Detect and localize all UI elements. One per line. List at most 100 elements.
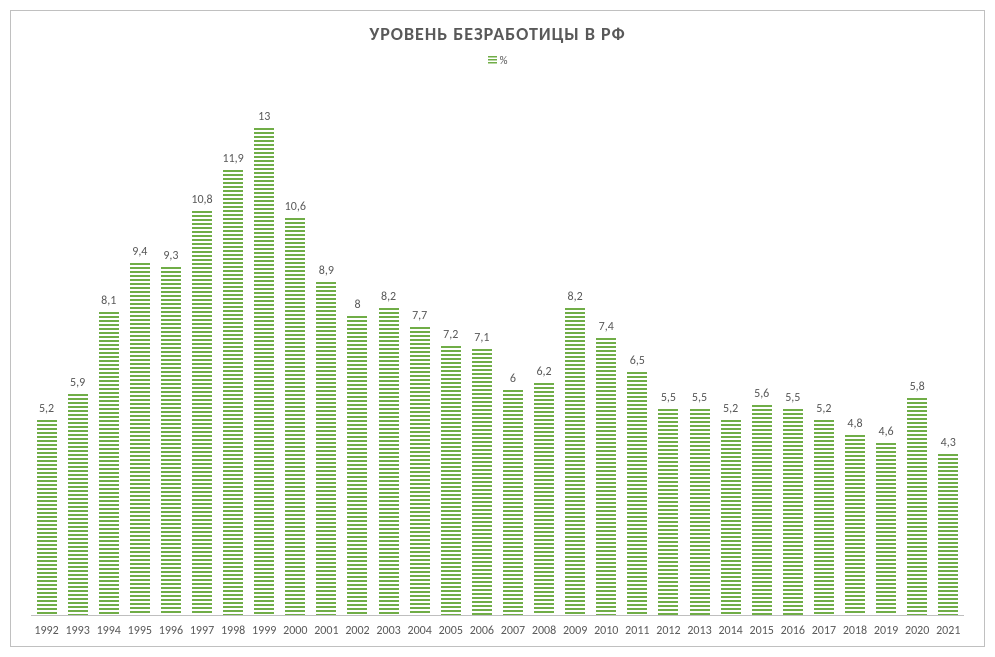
bar-value-label: 13 [258, 110, 270, 124]
x-axis-label: 2013 [684, 624, 715, 638]
bar [814, 420, 834, 615]
bar-value-label: 5,6 [754, 387, 769, 401]
x-axis-label: 2015 [746, 624, 777, 638]
bar-value-label: 7,1 [474, 331, 489, 345]
bar [938, 454, 958, 615]
bar-slot: 4,8 [839, 91, 870, 615]
bar-slot: 6,2 [529, 91, 560, 615]
x-axis-label: 1997 [186, 624, 217, 638]
x-axis-label: 2003 [373, 624, 404, 638]
bar [316, 282, 336, 615]
x-axis-label: 2014 [715, 624, 746, 638]
bar [347, 316, 367, 615]
bar [565, 308, 585, 615]
x-axis-label: 2020 [902, 624, 933, 638]
bar [223, 170, 243, 615]
bar-value-label: 10,6 [285, 200, 306, 214]
x-axis-label: 2019 [871, 624, 902, 638]
bar-value-label: 8,9 [319, 264, 334, 278]
bar [130, 263, 150, 615]
x-axis-labels: 1992199319941995199619971998199920002001… [31, 624, 964, 638]
bar-slot: 5,5 [684, 91, 715, 615]
x-axis-label: 2008 [529, 624, 560, 638]
legend-label: % [500, 54, 508, 67]
bar-value-label: 4,3 [941, 436, 956, 450]
bar-value-label: 9,4 [132, 245, 147, 259]
bar [596, 338, 616, 615]
x-axis-label: 2000 [280, 624, 311, 638]
bar-value-label: 4,6 [878, 425, 893, 439]
chart-legend: % [11, 53, 984, 67]
bar-value-label: 10,8 [191, 193, 212, 207]
bar [627, 372, 647, 615]
bar [845, 435, 865, 615]
bar-slot: 9,4 [124, 91, 155, 615]
bar-value-label: 5,5 [785, 391, 800, 405]
bar-slot: 11,9 [218, 91, 249, 615]
bar [99, 312, 119, 615]
bar-value-label: 7,2 [443, 328, 458, 342]
bar-slot: 8,1 [93, 91, 124, 615]
bar [472, 349, 492, 615]
legend-swatch [488, 56, 497, 65]
bar [658, 409, 678, 615]
bar-value-label: 5,5 [661, 391, 676, 405]
bar-value-label: 5,8 [910, 380, 925, 394]
x-axis-label: 1996 [155, 624, 186, 638]
bars-row: 5,2 5,98,1 9,4 9,3 10,8 11,9 13 10,6 8,9 8 8,2 7,7 7… [31, 91, 964, 615]
x-axis-label: 2001 [311, 624, 342, 638]
bar-value-label: 5,2 [39, 402, 54, 416]
bar-value-label: 5,2 [816, 402, 831, 416]
bar [161, 267, 181, 615]
x-axis-label: 1992 [31, 624, 62, 638]
bar-slot: 6,5 [622, 91, 653, 615]
bar [752, 405, 772, 615]
bar [379, 308, 399, 615]
bar-slot: 4,3 [933, 91, 964, 615]
bar [534, 383, 554, 615]
chart-title: УРОВЕНЬ БЕЗРАБОТИЦЫ В РФ [11, 23, 984, 45]
bar-value-label: 5,5 [692, 391, 707, 405]
bar-slot: 7,4 [591, 91, 622, 615]
x-axis-label: 1999 [249, 624, 280, 638]
bar [285, 218, 305, 615]
bar-slot: 7,2 [435, 91, 466, 615]
chart-container: УРОВЕНЬ БЕЗРАБОТИЦЫ В РФ % 5,2 5,98,1 9,4 9… [10, 10, 985, 647]
bar-slot: 7,7 [404, 91, 435, 615]
plot-area: 5,2 5,98,1 9,4 9,3 10,8 11,9 13 10,6 8,9 8 8,2 7,7 7… [31, 91, 964, 616]
bar-slot: 4,6 [871, 91, 902, 615]
bar-slot: 5,9 [62, 91, 93, 615]
x-axis-label: 1998 [218, 624, 249, 638]
bar [441, 346, 461, 615]
x-axis-label: 2011 [622, 624, 653, 638]
bar-slot: 5,2 [31, 91, 62, 615]
bar-value-label: 6,2 [536, 365, 551, 379]
bar-slot: 10,6 [280, 91, 311, 615]
x-axis-label: 2016 [777, 624, 808, 638]
bar-value-label: 5,2 [723, 402, 738, 416]
bar [410, 327, 430, 615]
bar-slot: 5,6 [746, 91, 777, 615]
bar-slot: 8,9 [311, 91, 342, 615]
bar-value-label: 8,2 [381, 290, 396, 304]
bar [37, 420, 57, 615]
bar-value-label: 6,5 [630, 354, 645, 368]
x-axis-label: 2012 [653, 624, 684, 638]
x-axis-label: 2002 [342, 624, 373, 638]
bar-value-label: 9,3 [163, 249, 178, 263]
bar-slot: 10,8 [186, 91, 217, 615]
bar [254, 128, 274, 615]
bar-slot: 5,2 [715, 91, 746, 615]
bar [876, 443, 896, 615]
bar-slot: 5,5 [777, 91, 808, 615]
bar-slot: 7,1 [466, 91, 497, 615]
bar-slot: 5,5 [653, 91, 684, 615]
x-axis-label: 2005 [435, 624, 466, 638]
bar-value-label: 7,7 [412, 309, 427, 323]
bar-value-label: 11,9 [222, 152, 243, 166]
bar-value-label: 6 [510, 372, 516, 386]
bar-value-label: 8,2 [568, 290, 583, 304]
x-axis-label: 2017 [808, 624, 839, 638]
bar [690, 409, 710, 615]
bar-slot: 8 [342, 91, 373, 615]
